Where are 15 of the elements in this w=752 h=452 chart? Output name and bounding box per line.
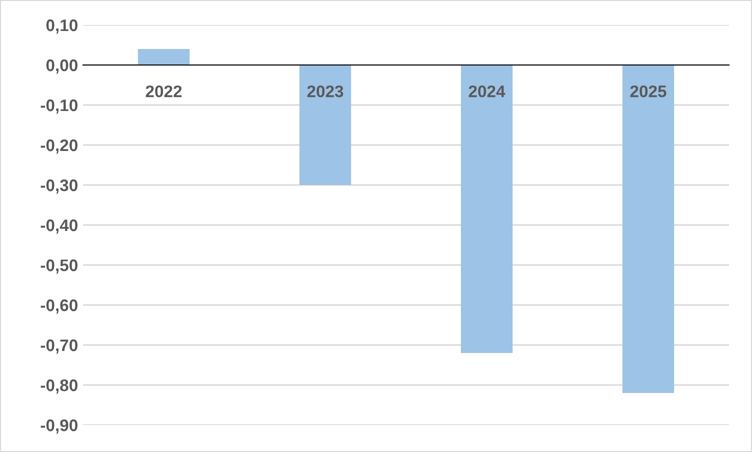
x-tick-label: 2025 bbox=[630, 85, 666, 98]
y-tick-label: -0,60 bbox=[40, 299, 78, 314]
y-tick-label: -0,20 bbox=[40, 139, 78, 154]
x-tick-label: 2024 bbox=[468, 85, 506, 98]
y-tick-label: -0,30 bbox=[40, 179, 78, 194]
x-tick-label: 2023 bbox=[307, 85, 344, 98]
y-tick-label: -0,70 bbox=[40, 339, 78, 354]
y-tick-label: -0,40 bbox=[40, 219, 78, 234]
y-tick-label: -0,10 bbox=[40, 99, 78, 114]
y-tick-label: 0,00 bbox=[46, 59, 78, 74]
y-tick-label: -0,50 bbox=[40, 259, 78, 274]
x-tick-label: 2022 bbox=[146, 85, 182, 98]
y-tick-label: -0,80 bbox=[40, 379, 78, 394]
y-tick-label: 0,10 bbox=[46, 19, 78, 34]
y-tick-label: -0,90 bbox=[40, 419, 78, 434]
